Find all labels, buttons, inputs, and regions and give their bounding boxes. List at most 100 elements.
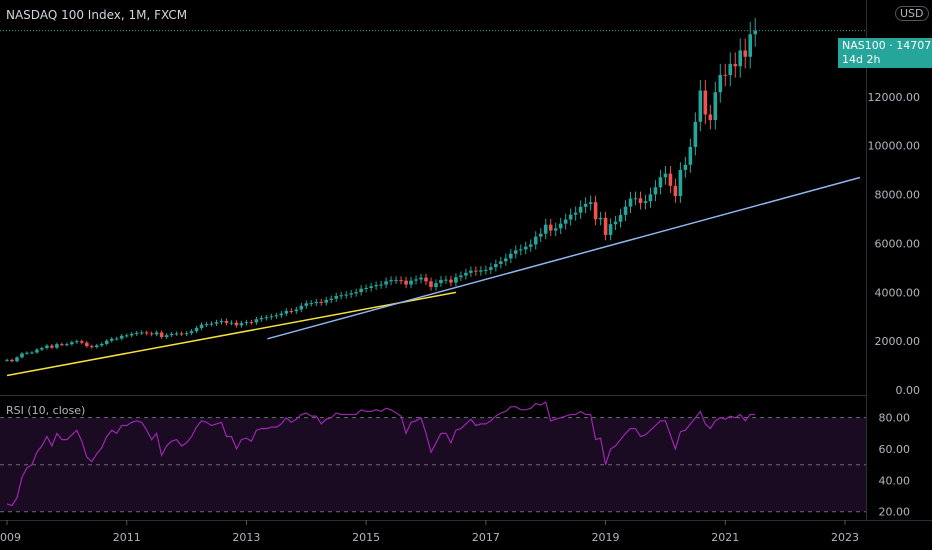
candle-body bbox=[424, 277, 428, 282]
candle-body bbox=[75, 341, 79, 343]
candle-body bbox=[419, 277, 423, 280]
time-tick-label: 2019 bbox=[592, 531, 620, 544]
time-tick-label: 2023 bbox=[831, 531, 859, 544]
candle-body bbox=[753, 30, 758, 35]
candle-body bbox=[449, 279, 453, 283]
candle-body bbox=[45, 345, 49, 349]
candle-body bbox=[124, 335, 129, 337]
candle-body bbox=[15, 357, 19, 362]
rsi-pane bbox=[0, 417, 866, 513]
rsi-tick-label: 60.00 bbox=[879, 443, 911, 456]
candle-body bbox=[20, 353, 24, 358]
candle-body bbox=[184, 333, 189, 335]
candle-body bbox=[70, 342, 74, 345]
candle-body bbox=[523, 246, 528, 250]
candle-body bbox=[35, 349, 39, 353]
candle-body bbox=[174, 333, 179, 335]
candle-body bbox=[199, 324, 204, 329]
candle-body bbox=[369, 286, 373, 288]
candle-body bbox=[219, 320, 224, 323]
candle-body bbox=[533, 236, 538, 245]
price-tick-label: 6000.00 bbox=[875, 237, 921, 250]
candle-body bbox=[558, 223, 563, 229]
trend-line-blue bbox=[267, 176, 861, 340]
candle-body bbox=[30, 352, 34, 354]
price-tick-label: 12000.00 bbox=[868, 91, 921, 104]
candle-body bbox=[274, 315, 279, 317]
candle-body bbox=[683, 164, 688, 170]
candle-body bbox=[294, 309, 299, 312]
candle-body bbox=[279, 313, 284, 316]
candle-body bbox=[618, 214, 623, 222]
candle-body bbox=[663, 173, 668, 178]
rsi-series-line bbox=[6, 401, 756, 507]
axes: 0.00 2000.00 4000.00 6000.00 8000.00 10000.00… bbox=[0, 91, 920, 544]
candle-body bbox=[65, 344, 69, 346]
candle-body bbox=[543, 224, 548, 234]
candle-body bbox=[444, 279, 448, 281]
candle-body bbox=[224, 320, 229, 323]
candle-body bbox=[508, 253, 513, 259]
candle-body bbox=[284, 310, 289, 314]
candle-body bbox=[25, 352, 29, 354]
time-tick-label: 2009 bbox=[0, 531, 21, 544]
rsi-title: RSI (10, close) bbox=[6, 404, 86, 417]
chart-title: NASDAQ 100 Index, 1M, FXCM bbox=[6, 8, 188, 22]
candle-body bbox=[324, 299, 329, 303]
candle-body bbox=[339, 295, 344, 297]
candle-body bbox=[139, 332, 144, 334]
rsi-tick-label: 40.00 bbox=[879, 474, 911, 487]
candle-body bbox=[359, 288, 363, 293]
candle-body bbox=[459, 275, 463, 278]
currency-badge[interactable]: USD bbox=[895, 6, 929, 21]
candle-body bbox=[194, 328, 199, 332]
candle-body bbox=[319, 301, 324, 303]
trend-lines[interactable] bbox=[6, 176, 861, 377]
candle-body bbox=[623, 206, 628, 215]
candle-body bbox=[50, 345, 54, 348]
candle-body bbox=[454, 277, 458, 283]
trend-line-yellow bbox=[6, 291, 457, 377]
candle-body bbox=[309, 303, 314, 305]
candle-body bbox=[214, 322, 219, 324]
price-tick-label: 2000.00 bbox=[875, 335, 921, 348]
candle-body bbox=[259, 318, 264, 320]
candle-body bbox=[743, 50, 748, 57]
candle-body bbox=[628, 198, 633, 207]
candle-body bbox=[354, 292, 358, 294]
candle-body bbox=[304, 303, 309, 306]
price-tick-label: 8000.00 bbox=[875, 189, 921, 202]
time-tick-label: 2013 bbox=[232, 531, 260, 544]
grid bbox=[0, 0, 932, 521]
candle-body bbox=[349, 293, 353, 295]
candle-body bbox=[464, 272, 468, 276]
price-tick-label: 10000.00 bbox=[868, 140, 921, 153]
candle-body bbox=[643, 201, 648, 203]
candle-body bbox=[119, 335, 124, 339]
candle-body bbox=[484, 269, 488, 271]
candle-body bbox=[718, 74, 723, 93]
candle-body bbox=[708, 114, 713, 121]
candle-body bbox=[5, 359, 9, 361]
candle-body bbox=[688, 146, 693, 165]
candle-body bbox=[528, 244, 533, 247]
candle-body bbox=[55, 344, 59, 348]
candle-body bbox=[60, 344, 64, 346]
candle-body bbox=[553, 228, 558, 231]
time-tick-label: 2011 bbox=[113, 531, 141, 544]
candle-body bbox=[159, 332, 164, 338]
rsi-line bbox=[6, 401, 756, 507]
candle-body bbox=[489, 267, 493, 270]
candle-body bbox=[469, 270, 473, 273]
candle-body bbox=[668, 173, 673, 186]
candle-body bbox=[573, 212, 578, 215]
candle-body bbox=[404, 280, 408, 285]
candle-body bbox=[244, 322, 249, 324]
candle-body bbox=[129, 333, 134, 336]
candle-body bbox=[568, 214, 573, 220]
last-price-tag: NAS100 · 14707.94 14d 2h bbox=[838, 38, 932, 68]
price-tick-label: 4000.00 bbox=[875, 286, 921, 299]
candle-body bbox=[134, 332, 139, 334]
candle-body bbox=[344, 294, 348, 296]
